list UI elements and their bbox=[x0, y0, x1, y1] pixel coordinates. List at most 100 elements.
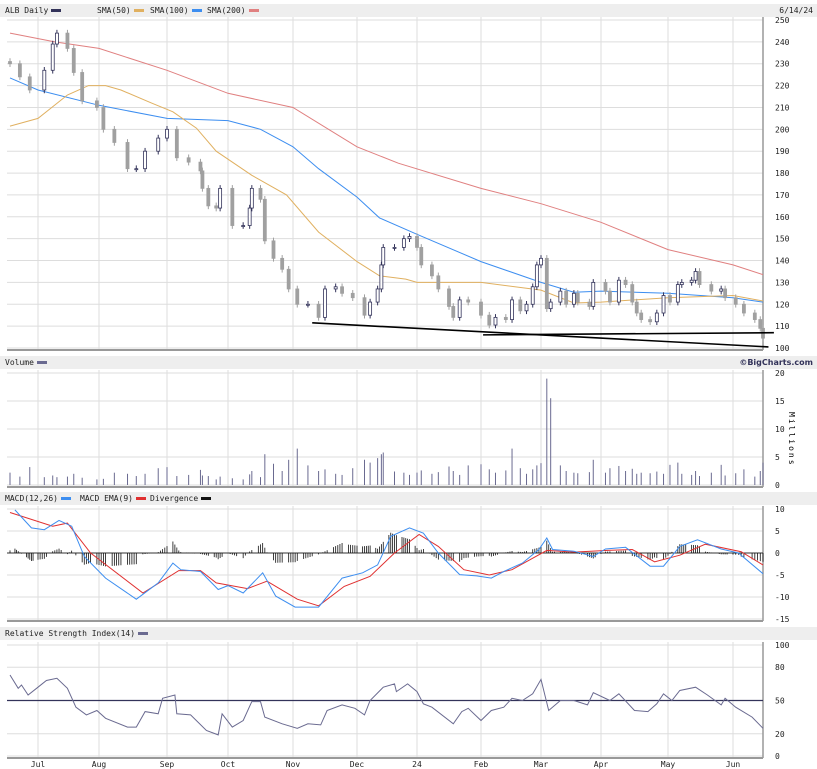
legend-sma50: SMA(50) bbox=[97, 4, 144, 17]
candle-body bbox=[198, 161, 203, 172]
candle-body bbox=[350, 292, 355, 299]
candle-body bbox=[530, 286, 535, 305]
candle-body bbox=[693, 271, 698, 281]
price-tick-label: 180 bbox=[775, 169, 790, 178]
macd-swatch bbox=[60, 497, 71, 500]
price-swatch bbox=[51, 9, 62, 12]
rsi-tick-label: 20 bbox=[775, 730, 785, 739]
candle-body bbox=[174, 128, 179, 159]
candle-body bbox=[262, 198, 267, 242]
candle-body bbox=[518, 299, 523, 312]
candle-body bbox=[616, 279, 621, 303]
price-tick-label: 240 bbox=[775, 38, 790, 47]
candle-body bbox=[487, 314, 492, 326]
sma100-swatch bbox=[191, 9, 202, 12]
chart-date: 6/14/24 bbox=[779, 6, 813, 15]
candle-body bbox=[375, 288, 380, 303]
candle-body bbox=[8, 61, 12, 65]
candle-body bbox=[661, 295, 666, 314]
sma200-label: SMA(200) bbox=[207, 6, 246, 15]
candle-body bbox=[575, 292, 580, 303]
candle-body bbox=[697, 271, 702, 285]
candle-body bbox=[392, 247, 397, 249]
candle-body bbox=[214, 205, 219, 209]
candle-body bbox=[271, 240, 276, 259]
candle-body bbox=[247, 207, 252, 226]
legend-rsi: Relative Strength Index(14) bbox=[5, 627, 149, 640]
candle-body bbox=[654, 312, 659, 323]
volume-panel: 0 5 10 15 20 bbox=[7, 369, 785, 490]
candle-body bbox=[333, 286, 338, 290]
candle-body bbox=[415, 236, 419, 248]
candle-body bbox=[733, 297, 738, 305]
candle-body bbox=[752, 312, 757, 320]
macd-label: MACD(12,26) bbox=[5, 494, 58, 503]
candle-body bbox=[436, 275, 441, 290]
candle-body bbox=[206, 187, 211, 207]
month-label: Mar bbox=[534, 760, 549, 769]
candle-body bbox=[407, 236, 412, 240]
candle-body bbox=[218, 187, 223, 209]
candle-body bbox=[623, 279, 628, 285]
candle-body bbox=[587, 301, 592, 307]
candle-body bbox=[447, 288, 451, 307]
month-label: 24 bbox=[412, 760, 422, 769]
macd-tick-label: -10 bbox=[775, 593, 790, 602]
rsi-tick-label: 100 bbox=[775, 641, 790, 650]
macd-line bbox=[14, 509, 764, 608]
ticker-label: ALB Daily bbox=[5, 6, 49, 15]
macd-tick-label: -15 bbox=[775, 615, 790, 624]
price-tick-label: 230 bbox=[775, 60, 790, 69]
candle-body bbox=[156, 137, 161, 152]
price-tick-label: 190 bbox=[775, 147, 790, 156]
divergence-swatch bbox=[201, 497, 212, 500]
sma200-swatch bbox=[248, 9, 259, 12]
price-panel: 100 110 120 130 140 150 160 170 180 190 200 210 220 2… bbox=[7, 16, 790, 353]
price-panel-header: ALB Daily SMA(50) SMA(100) SMA(200) 6/14… bbox=[0, 4, 817, 17]
candle-body bbox=[608, 290, 612, 303]
candle-body bbox=[466, 299, 471, 303]
sma200-line bbox=[9, 32, 764, 276]
sma50-swatch bbox=[133, 9, 144, 12]
candle-body bbox=[493, 316, 498, 326]
candle-body bbox=[534, 264, 539, 288]
month-label: Dec bbox=[350, 760, 365, 769]
volume-swatch bbox=[36, 361, 47, 364]
candle-body bbox=[186, 157, 191, 163]
rsi-label: Relative Strength Index(14) bbox=[5, 629, 136, 638]
price-tick-label: 210 bbox=[775, 103, 790, 112]
month-label: Jul bbox=[31, 760, 46, 769]
candle-body bbox=[689, 279, 694, 283]
candle-body bbox=[27, 76, 32, 91]
sma100-line bbox=[9, 77, 764, 303]
legend-sma100: SMA(100) bbox=[150, 4, 202, 17]
month-label: Apr bbox=[594, 760, 609, 769]
price-plot-area bbox=[7, 17, 763, 350]
rsi-tick-label: 0 bbox=[775, 752, 780, 761]
candle-body bbox=[723, 288, 728, 299]
legend-volume: Volume bbox=[5, 356, 47, 369]
candle-body bbox=[630, 284, 635, 303]
candle-body bbox=[451, 306, 456, 318]
candle-body bbox=[94, 100, 99, 108]
price-tick-label: 220 bbox=[775, 82, 790, 91]
macd-ema-line bbox=[9, 512, 764, 607]
candle-body bbox=[368, 301, 373, 316]
price-tick-label: 120 bbox=[775, 300, 790, 309]
candle-body bbox=[200, 170, 205, 189]
sma100-label: SMA(100) bbox=[150, 6, 189, 15]
candle-body bbox=[510, 299, 514, 320]
candle-body bbox=[564, 290, 569, 305]
month-label: Aug bbox=[92, 760, 107, 769]
volume-axis-label: Millions bbox=[787, 412, 796, 467]
price-tick-label: 130 bbox=[775, 278, 790, 287]
candle-body bbox=[401, 238, 406, 248]
candle-body bbox=[539, 257, 543, 266]
candle-body bbox=[42, 69, 47, 91]
volume-tick-label: 20 bbox=[775, 369, 785, 378]
macd-tick-label: -5 bbox=[775, 571, 785, 580]
month-label: Feb bbox=[474, 760, 489, 769]
candle-body bbox=[340, 286, 344, 294]
candle-body bbox=[381, 247, 386, 266]
